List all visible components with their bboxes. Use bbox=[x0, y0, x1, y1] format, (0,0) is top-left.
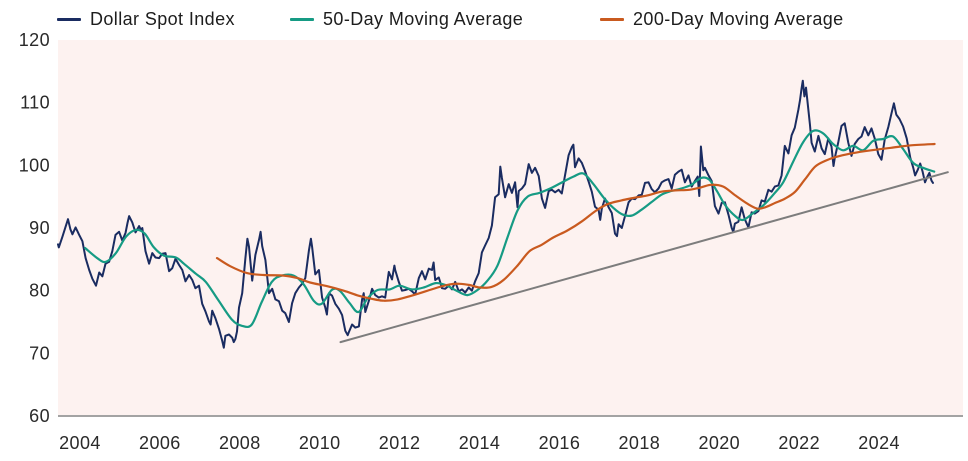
x-tick-label: 2008 bbox=[219, 433, 261, 453]
legend-item-dollar-spot-index: Dollar Spot Index bbox=[57, 6, 235, 32]
y-tick-label: 60 bbox=[29, 406, 50, 426]
x-tick-label: 2012 bbox=[379, 433, 421, 453]
y-tick-label: 100 bbox=[19, 155, 50, 175]
legend-label-50-day-moving-average: 50-Day Moving Average bbox=[323, 8, 524, 29]
x-tick-label: 2024 bbox=[858, 433, 900, 453]
x-tick-label: 2010 bbox=[299, 433, 341, 453]
x-tick-label: 2004 bbox=[59, 433, 101, 453]
x-tick-label: 2014 bbox=[459, 433, 501, 453]
legend-label-200-day-moving-average: 200-Day Moving Average bbox=[633, 8, 844, 29]
x-tick-label: 2016 bbox=[539, 433, 581, 453]
legend-swatch-200-day-moving-average bbox=[600, 17, 624, 21]
series-trendline bbox=[339, 171, 949, 344]
legend-label-dollar-spot-index: Dollar Spot Index bbox=[90, 8, 235, 29]
x-tick-label: 2020 bbox=[698, 433, 740, 453]
x-tick-label: 2018 bbox=[619, 433, 661, 453]
legend-swatch-50-day-moving-average bbox=[290, 17, 314, 21]
series-dollar-spot-index bbox=[57, 79, 934, 349]
legend-swatch-dollar-spot-index bbox=[57, 17, 81, 21]
y-tick-label: 110 bbox=[20, 93, 50, 113]
y-tick-label: 80 bbox=[29, 281, 50, 301]
legend-item-50-day-moving-average: 50-Day Moving Average bbox=[290, 6, 523, 32]
series-200-day-moving-average bbox=[215, 142, 936, 302]
chart-legend: Dollar Spot Index 50-Day Moving Average … bbox=[0, 6, 968, 32]
y-tick-label: 120 bbox=[19, 30, 50, 50]
y-tick-label: 70 bbox=[29, 343, 50, 363]
series-50-day-moving-average bbox=[84, 129, 936, 329]
x-tick-label: 2022 bbox=[778, 433, 820, 453]
x-tick-label: 2006 bbox=[139, 433, 181, 453]
legend-item-200-day-moving-average: 200-Day Moving Average bbox=[600, 6, 844, 32]
y-tick-label: 90 bbox=[29, 218, 50, 238]
